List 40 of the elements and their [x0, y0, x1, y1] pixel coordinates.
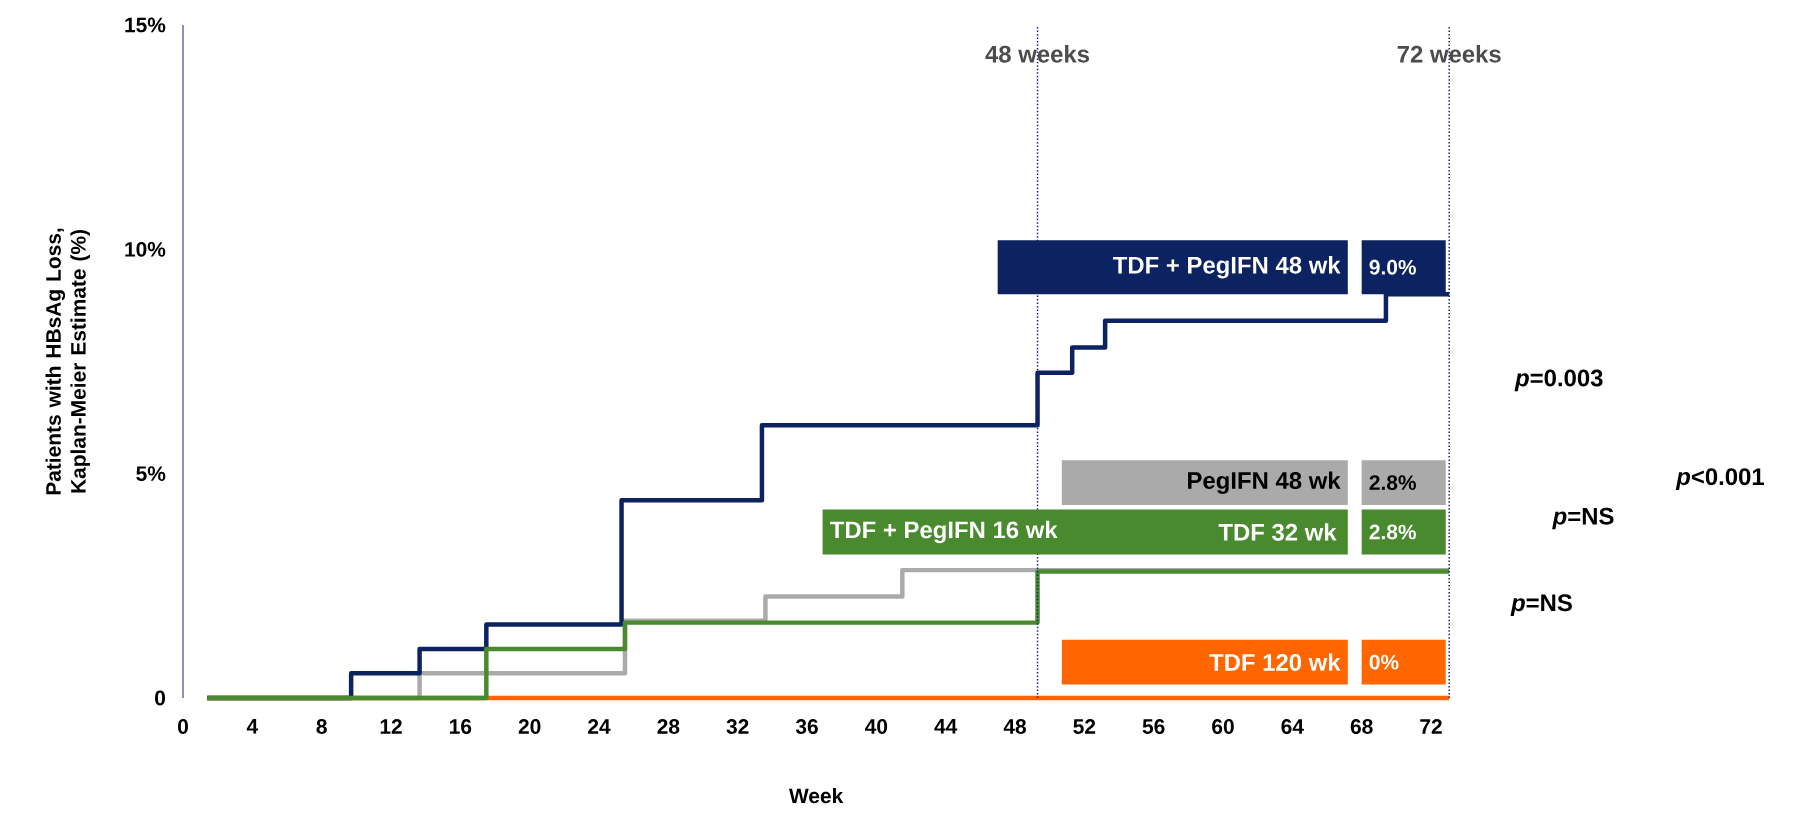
- series-label: TDF + PegIFN 16 wk: [830, 520, 1058, 544]
- annotation: 0%: [1369, 654, 1399, 670]
- ref-line-label: 72 weeks: [1397, 45, 1501, 63]
- annotation: TDF 32 wk: [1218, 523, 1337, 541]
- legend-label: PegIFN 48 wk: [1188, 471, 1341, 494]
- x-tick-label: 32: [726, 719, 749, 734]
- y-tick-label: 15%: [125, 17, 166, 33]
- annotation: 2.8%: [1369, 524, 1416, 540]
- text: p=0.003: [1514, 369, 1603, 392]
- x-tick-label: 20: [518, 719, 541, 734]
- x-tick-label: 44: [934, 719, 958, 734]
- x-axis-title: Week: [788, 787, 844, 804]
- text: p=NS: [1552, 507, 1614, 530]
- x-tick-label: 0: [178, 719, 188, 734]
- y-tick-label: 10%: [125, 241, 166, 257]
- x-tick-label: 40: [865, 719, 888, 734]
- x-tick-label: 56: [1142, 719, 1165, 734]
- legend-label: TDF + PegIFN 48 wk: [1113, 256, 1341, 279]
- x-tick-label: 52: [1073, 719, 1096, 734]
- y-axis-title: Patients with HBsAg Loss, Kaplan-Meier Estimate (%): [45, 228, 90, 495]
- x-tick-label: 64: [1281, 719, 1304, 734]
- legend-label: TDF 120 wk: [1209, 653, 1341, 671]
- x-tick-label: 24: [588, 719, 611, 734]
- annotation: 9.0%: [1369, 259, 1416, 275]
- x-tick-label: 12: [380, 719, 402, 734]
- x-tick-label: 36: [795, 719, 818, 734]
- x-tick-label: 72: [1420, 719, 1442, 734]
- x-tick-label: 4: [246, 719, 259, 734]
- text: p=NS: [1510, 594, 1572, 616]
- y-tick-label: 0: [155, 690, 166, 706]
- x-tick-label: 28: [657, 719, 680, 734]
- ref-line-label: 48 weeks: [985, 45, 1090, 63]
- y-tick-label: 5%: [136, 466, 166, 482]
- annotation: 2.8%: [1369, 475, 1416, 491]
- text: p<0.001: [1675, 468, 1764, 490]
- x-tick-label: 8: [316, 719, 327, 734]
- x-tick-label: 48: [1003, 719, 1026, 734]
- x-tick-label: 60: [1212, 719, 1234, 734]
- x-tick-label: 68: [1350, 719, 1373, 734]
- x-tick-label: 16: [450, 719, 472, 734]
